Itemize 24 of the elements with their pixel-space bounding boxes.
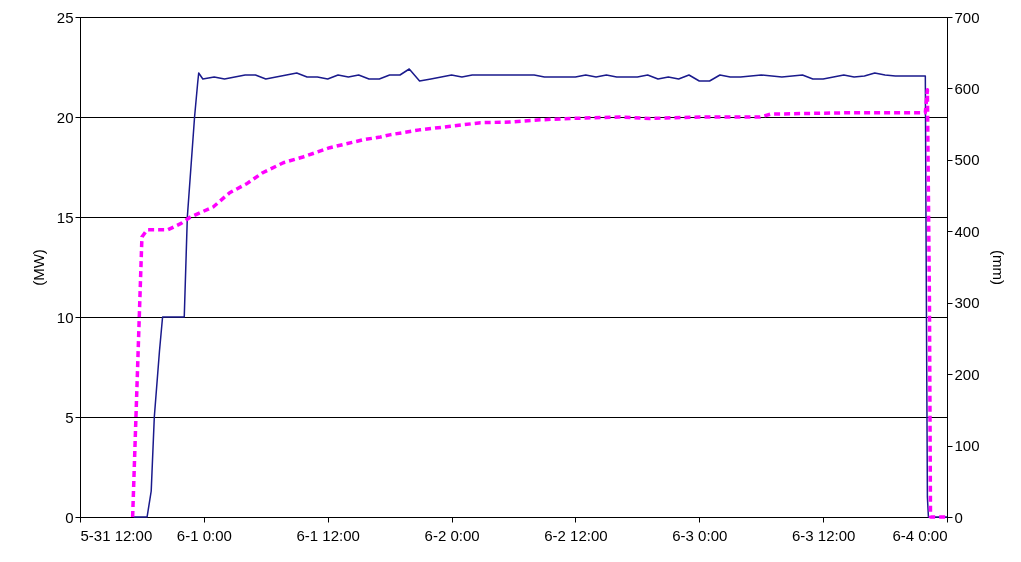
y2-tick-label: 500 bbox=[954, 151, 980, 169]
x-tick-label: 6-1 0:00 bbox=[176, 526, 232, 544]
y2-tick-label: 100 bbox=[954, 437, 980, 455]
y2-tick-label: 600 bbox=[954, 79, 980, 97]
y2-tick-label: 0 bbox=[954, 508, 963, 526]
y2-tick-label: 400 bbox=[954, 222, 980, 240]
y-tick-label: 10 bbox=[56, 308, 74, 326]
x-tick-label: 6-4 0:00 bbox=[892, 526, 948, 544]
x-tick-label: 6-3 12:00 bbox=[791, 526, 856, 544]
y-tick-label: 25 bbox=[56, 8, 74, 26]
y2-axis-title: (mm) bbox=[989, 250, 1007, 285]
y-tick-label: 5 bbox=[65, 408, 74, 426]
x-tick-label: 6-3 0:00 bbox=[672, 526, 728, 544]
y2-tick-label: 700 bbox=[954, 8, 980, 26]
x-tick-label: 6-2 0:00 bbox=[424, 526, 480, 544]
y-axis-title: (MW) bbox=[29, 249, 47, 286]
y-tick-label: 15 bbox=[56, 208, 74, 226]
x-tick-label: 6-1 12:00 bbox=[296, 526, 360, 544]
y-tick-label: 0 bbox=[65, 508, 74, 526]
x-tick-label: 5-31 12:00 bbox=[80, 526, 153, 544]
y2-tick-label: 300 bbox=[954, 294, 980, 312]
x-tick-label: 6-2 12:00 bbox=[544, 526, 608, 544]
y2-tick-label: 200 bbox=[954, 365, 980, 383]
y-tick-label: 20 bbox=[56, 108, 74, 126]
